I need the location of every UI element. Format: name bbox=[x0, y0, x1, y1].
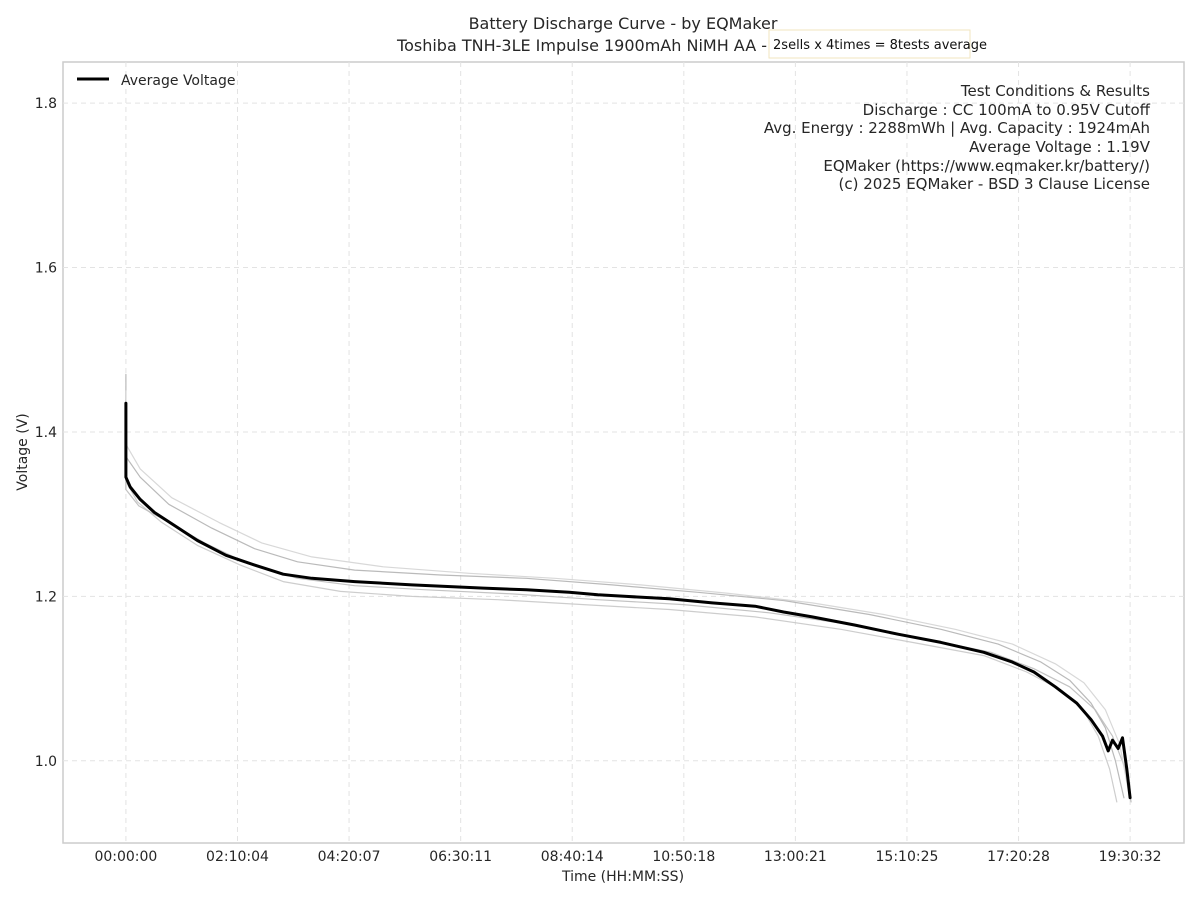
y-tick-labels: 1.0 1.2 1.4 1.6 1.8 bbox=[35, 96, 57, 770]
series-line-average-voltage bbox=[124, 401, 1132, 800]
subtitle-note: 2sells x 4times = 8tests average bbox=[768, 29, 987, 59]
legend: Average Voltage bbox=[77, 73, 235, 89]
y-tick-label-0: 1.0 bbox=[35, 754, 57, 770]
y-tick-label-3: 1.6 bbox=[35, 261, 57, 277]
info-line-3: Avg. Energy : 2288mWh | Avg. Capacity : … bbox=[764, 119, 1150, 137]
x-tick-label-8: 17:20:28 bbox=[987, 849, 1050, 865]
x-tick-label-9: 19:30:32 bbox=[1099, 849, 1162, 865]
grid-x bbox=[125, 62, 1131, 843]
subtitle-note-box bbox=[768, 29, 971, 59]
x-tick-label-4: 08:40:14 bbox=[541, 849, 604, 865]
info-line-5: EQMaker (https://www.eqmaker.kr/battery/… bbox=[823, 157, 1150, 175]
x-tick-label-2: 04:20:07 bbox=[318, 849, 381, 865]
x-axis-label: Time (HH:MM:SS) bbox=[561, 869, 684, 885]
series-line-test-1 bbox=[125, 373, 1125, 799]
info-line-6: (c) 2025 EQMaker - BSD 3 Clause License bbox=[839, 175, 1150, 193]
chart-title: Battery Discharge Curve - by EQMaker bbox=[469, 14, 778, 33]
y-tick-label-1: 1.2 bbox=[35, 589, 57, 605]
legend-label-average-voltage: Average Voltage bbox=[121, 73, 235, 89]
x-tick-label-6: 13:00:21 bbox=[764, 849, 827, 865]
series-layer bbox=[124, 373, 1132, 803]
chart-subtitle: Toshiba TNH-3LE Impulse 1900mAh NiMH AA … bbox=[396, 36, 767, 55]
info-line-1: Test Conditions & Results bbox=[960, 82, 1150, 100]
subtitle-note-text: 2sells x 4times = 8tests average bbox=[773, 38, 987, 53]
x-tick-label-5: 10:50:18 bbox=[652, 849, 715, 865]
plot-area bbox=[62, 61, 1185, 844]
x-tick-labels: 00:00:00 02:10:04 04:20:07 06:30:11 08:40:14… bbox=[94, 849, 1161, 865]
y-tick-label-4: 1.8 bbox=[35, 96, 57, 112]
x-tick-label-1: 02:10:04 bbox=[206, 849, 269, 865]
y-axis-label: Voltage (V) bbox=[15, 413, 31, 490]
info-line-4: Average Voltage : 1.19V bbox=[969, 138, 1151, 156]
x-tick-label-0: 00:00:00 bbox=[94, 849, 157, 865]
x-tick-label-3: 06:30:11 bbox=[429, 849, 492, 865]
info-line-2: Discharge : CC 100mA to 0.95V Cutoff bbox=[863, 101, 1151, 119]
info-box: Test Conditions & Results Discharge : CC… bbox=[764, 82, 1151, 193]
series-line-test-4 bbox=[125, 390, 1131, 799]
x-tick-label-7: 15:10:25 bbox=[876, 849, 939, 865]
y-tick-label-2: 1.4 bbox=[35, 425, 57, 441]
